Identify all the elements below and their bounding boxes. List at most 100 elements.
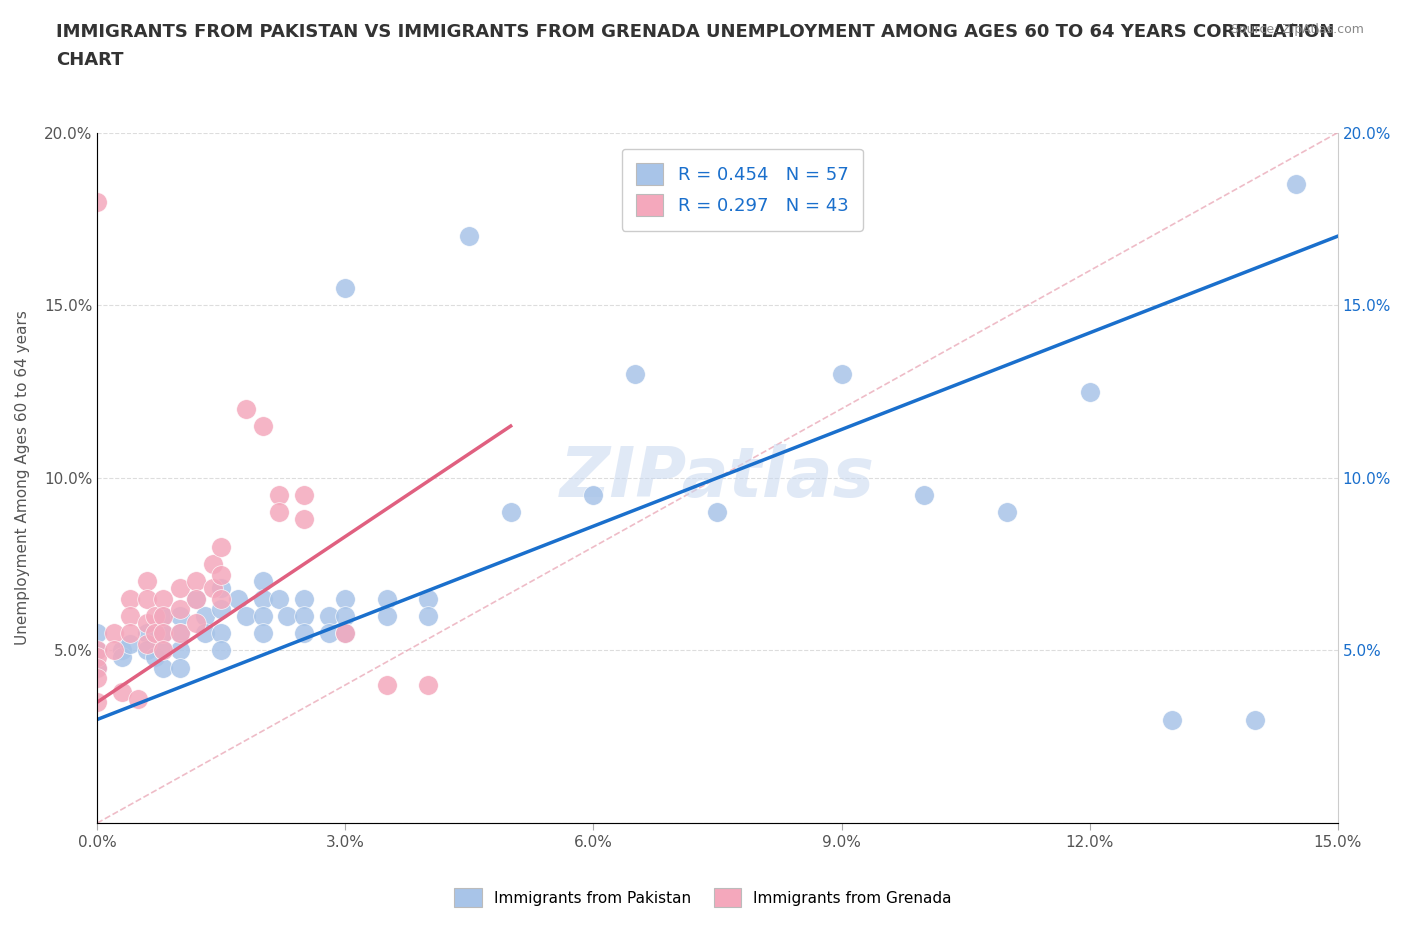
- Point: [186, 616, 208, 631]
- Point: [318, 626, 340, 641]
- Point: [186, 591, 208, 606]
- Point: [111, 650, 134, 665]
- Point: [86, 660, 108, 675]
- Point: [623, 366, 645, 381]
- Text: IMMIGRANTS FROM PAKISTAN VS IMMIGRANTS FROM GRENADA UNEMPLOYMENT AMONG AGES 60 T: IMMIGRANTS FROM PAKISTAN VS IMMIGRANTS F…: [56, 23, 1334, 41]
- Text: ZIPatlas: ZIPatlas: [560, 445, 875, 512]
- Point: [252, 626, 274, 641]
- Point: [120, 608, 142, 623]
- Point: [152, 591, 174, 606]
- Point: [152, 608, 174, 623]
- Point: [1078, 384, 1101, 399]
- Point: [143, 650, 166, 665]
- Point: [1285, 177, 1308, 192]
- Point: [416, 591, 439, 606]
- Point: [169, 626, 191, 641]
- Point: [375, 678, 398, 693]
- Point: [103, 626, 125, 641]
- Point: [375, 608, 398, 623]
- Point: [135, 574, 157, 589]
- Point: [1244, 712, 1267, 727]
- Point: [267, 487, 290, 502]
- Point: [169, 660, 191, 675]
- Point: [209, 643, 232, 658]
- Point: [194, 626, 217, 641]
- Point: [499, 505, 522, 520]
- Point: [209, 591, 232, 606]
- Point: [169, 626, 191, 641]
- Point: [135, 616, 157, 631]
- Point: [209, 626, 232, 641]
- Point: [152, 626, 174, 641]
- Point: [201, 581, 224, 596]
- Point: [186, 574, 208, 589]
- Point: [103, 643, 125, 658]
- Point: [143, 626, 166, 641]
- Point: [169, 643, 191, 658]
- Point: [143, 608, 166, 623]
- Point: [267, 505, 290, 520]
- Point: [152, 660, 174, 675]
- Point: [111, 643, 134, 658]
- Point: [292, 626, 315, 641]
- Point: [375, 591, 398, 606]
- Point: [235, 402, 257, 417]
- Point: [135, 636, 157, 651]
- Point: [169, 581, 191, 596]
- Point: [120, 636, 142, 651]
- Point: [86, 626, 108, 641]
- Point: [86, 671, 108, 685]
- Point: [292, 591, 315, 606]
- Point: [169, 608, 191, 623]
- Point: [135, 591, 157, 606]
- Point: [120, 626, 142, 641]
- Point: [120, 591, 142, 606]
- Point: [276, 608, 298, 623]
- Point: [995, 505, 1018, 520]
- Point: [209, 602, 232, 617]
- Point: [292, 487, 315, 502]
- Point: [194, 608, 217, 623]
- Point: [458, 229, 481, 244]
- Point: [86, 650, 108, 665]
- Point: [152, 643, 174, 658]
- Point: [292, 608, 315, 623]
- Point: [235, 608, 257, 623]
- Point: [201, 557, 224, 572]
- Point: [135, 626, 157, 641]
- Point: [86, 643, 108, 658]
- Text: Source: ZipAtlas.com: Source: ZipAtlas.com: [1230, 23, 1364, 36]
- Point: [86, 194, 108, 209]
- Point: [111, 684, 134, 699]
- Point: [582, 487, 605, 502]
- Point: [252, 608, 274, 623]
- Point: [706, 505, 728, 520]
- Point: [267, 591, 290, 606]
- Point: [912, 487, 935, 502]
- Point: [86, 643, 108, 658]
- Point: [335, 608, 357, 623]
- Point: [127, 691, 149, 706]
- Point: [152, 643, 174, 658]
- Point: [252, 574, 274, 589]
- Point: [209, 567, 232, 582]
- Point: [135, 643, 157, 658]
- Point: [292, 512, 315, 526]
- Point: [152, 626, 174, 641]
- Point: [186, 591, 208, 606]
- Legend: Immigrants from Pakistan, Immigrants from Grenada: Immigrants from Pakistan, Immigrants fro…: [449, 883, 957, 913]
- Point: [86, 660, 108, 675]
- Point: [252, 591, 274, 606]
- Point: [152, 608, 174, 623]
- Point: [335, 626, 357, 641]
- Point: [169, 602, 191, 617]
- Point: [252, 418, 274, 433]
- Point: [209, 581, 232, 596]
- Point: [416, 678, 439, 693]
- Point: [335, 281, 357, 296]
- Point: [1161, 712, 1184, 727]
- Point: [86, 695, 108, 710]
- Point: [226, 591, 249, 606]
- Point: [209, 539, 232, 554]
- Point: [335, 626, 357, 641]
